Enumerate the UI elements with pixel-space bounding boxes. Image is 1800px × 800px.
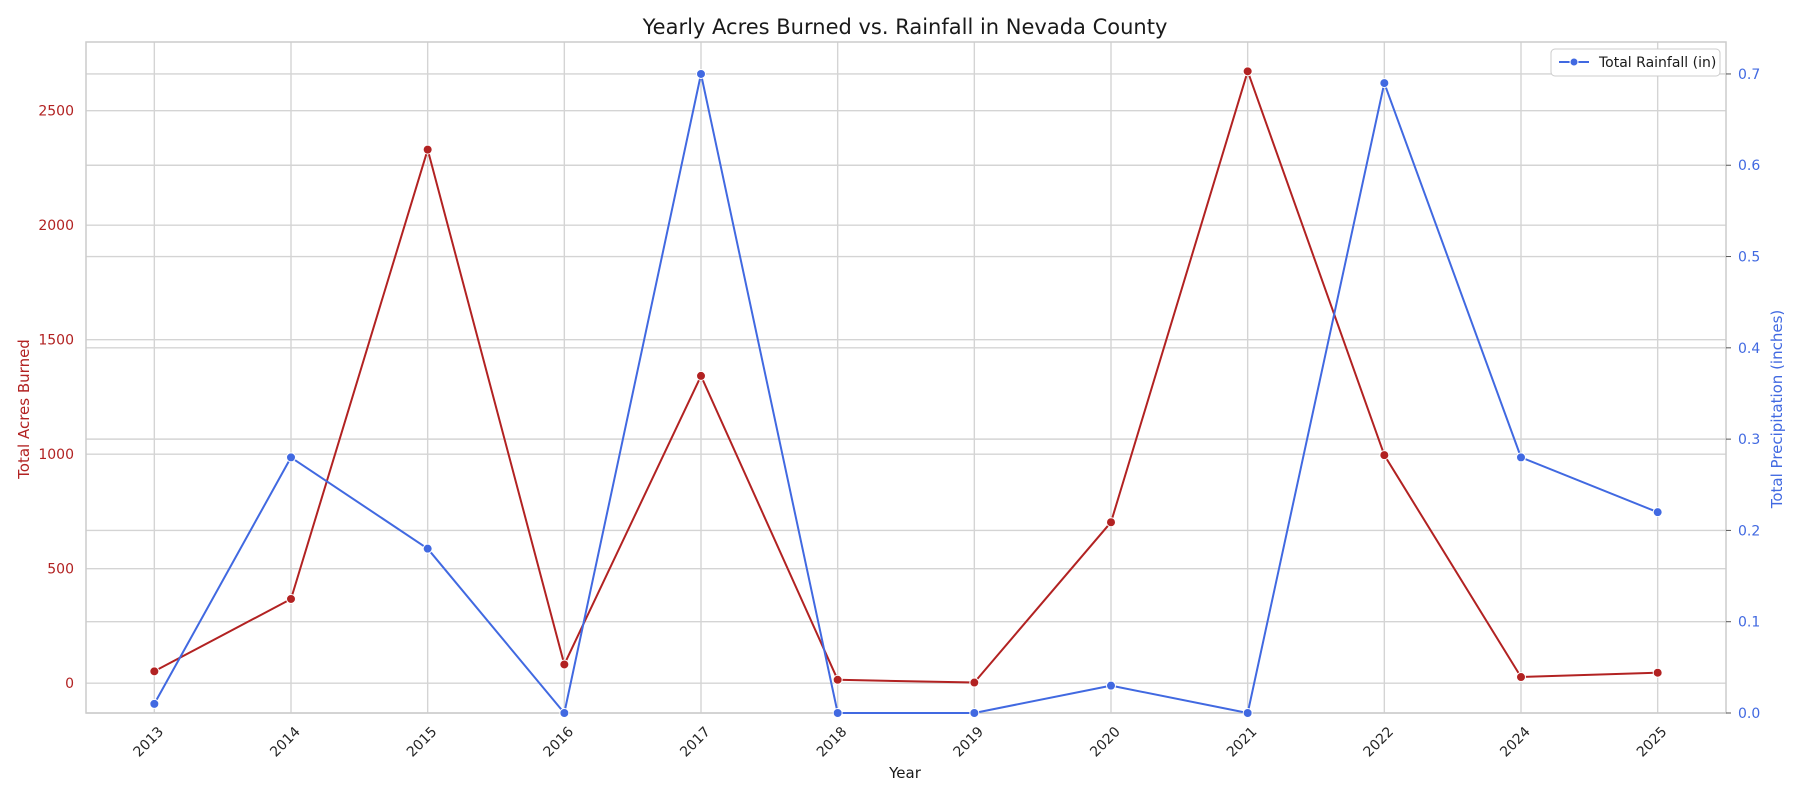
data-point-acres <box>969 677 980 688</box>
data-point-acres <box>149 666 160 677</box>
right-y-tick-label: 0.3 <box>1738 432 1760 448</box>
left-y-tick-label: 2000 <box>38 218 74 234</box>
data-point-acres <box>422 144 433 155</box>
right-y-axis-label: Total Precipitation (inches) <box>1768 310 1786 510</box>
data-point-acres <box>559 659 570 670</box>
data-point-rainfall <box>149 698 160 709</box>
right-y-tick-label: 0.2 <box>1738 523 1760 539</box>
data-point-acres <box>696 370 706 381</box>
legend-label-rainfall: Total Rainfall (in) <box>1598 55 1716 71</box>
legend-marker-rainfall <box>1569 57 1579 67</box>
left-y-axis-label: Total Acres Burned <box>15 339 33 480</box>
data-point-rainfall <box>832 708 843 718</box>
series-line-acres <box>153 70 1658 684</box>
left-y-tick-label: 2500 <box>38 104 74 120</box>
left-y-tick-label: 0 <box>65 676 74 692</box>
right-y-tick-label: 0.1 <box>1738 615 1760 631</box>
chart-title: Yearly Acres Burned vs. Rainfall in Neva… <box>642 15 1168 39</box>
data-point-rainfall <box>1379 78 1390 89</box>
data-point-rainfall <box>1652 507 1663 518</box>
data-point-acres <box>1106 517 1116 528</box>
data-point-acres <box>1516 672 1526 683</box>
grid <box>86 42 1726 714</box>
left-y-tick-label: 1000 <box>38 447 74 463</box>
left-y-tick-label: 1500 <box>38 333 74 349</box>
data-point-rainfall <box>286 452 296 463</box>
series-line-rainfall <box>153 73 1659 714</box>
left-y-tick-label: 500 <box>47 562 74 578</box>
data-point-acres <box>832 674 843 685</box>
right-y-tick-label: 0.4 <box>1738 341 1760 357</box>
legend-box <box>1550 48 1721 77</box>
data-point-rainfall <box>1516 452 1526 463</box>
series-layer <box>149 66 1663 718</box>
right-y-tick-label: 0.0 <box>1738 706 1760 722</box>
right-y-tick-label: 0.7 <box>1738 67 1760 83</box>
data-point-acres <box>1652 667 1663 678</box>
data-point-rainfall <box>696 68 706 79</box>
data-point-rainfall <box>422 543 433 554</box>
data-point-acres <box>286 593 296 604</box>
x-axis-label: Year <box>888 764 922 782</box>
data-point-rainfall <box>1242 708 1253 718</box>
right-y-tick-label: 0.6 <box>1738 158 1760 174</box>
data-point-rainfall <box>559 708 570 718</box>
legend: Total Rainfall (in) <box>1550 48 1721 77</box>
data-point-acres <box>1379 450 1390 461</box>
data-point-rainfall <box>969 708 980 718</box>
data-point-rainfall <box>1106 680 1116 691</box>
data-point-acres <box>1242 66 1253 77</box>
right-y-tick-label: 0.5 <box>1738 250 1760 266</box>
